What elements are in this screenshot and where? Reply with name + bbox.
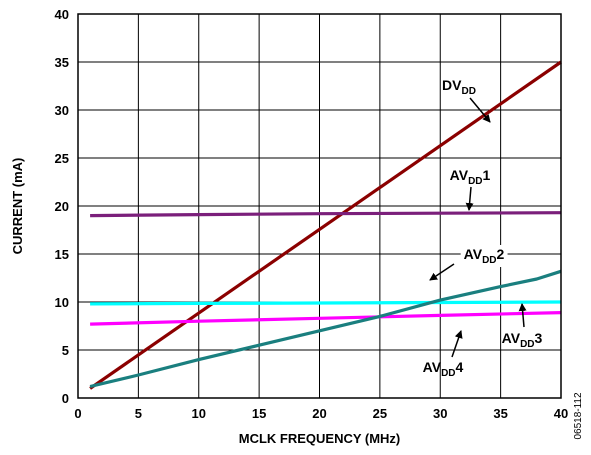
label-background <box>460 245 508 267</box>
series-label-text: DVDD <box>442 77 476 97</box>
series-lines <box>89 60 562 390</box>
callout-arrow <box>469 97 491 123</box>
x-tick-label: 15 <box>252 406 266 421</box>
y-tick-label: 30 <box>55 103 69 118</box>
y-tick-label: 40 <box>55 7 69 22</box>
x-tick-label: 40 <box>554 406 568 421</box>
grid <box>77 13 562 399</box>
y-tick-label: 35 <box>55 55 69 70</box>
x-tick-label: 0 <box>74 406 81 421</box>
series-line-avdd2 <box>90 300 562 306</box>
x-tick-label: 30 <box>433 406 447 421</box>
series-label-avdd1: AVDD1 <box>450 167 491 211</box>
y-tick-label: 20 <box>55 199 69 214</box>
y-axis-title: CURRENT (mA) <box>10 158 25 255</box>
y-tick-label: 5 <box>62 343 69 358</box>
series-label-avdd4: AVDD4 <box>423 330 464 379</box>
callout-arrow <box>451 330 463 358</box>
x-tick-label: 20 <box>312 406 326 421</box>
figure-id: 06518-112 <box>573 392 584 440</box>
series-label-text: AVDD2 <box>464 246 505 266</box>
y-axis-ticks: 0 5 10 15 20 25 30 35 40 <box>55 7 69 406</box>
series-label-avdd3: AVDD3 <box>502 303 543 350</box>
series-label-text: AVDD4 <box>423 359 464 379</box>
x-tick-label: 35 <box>493 406 507 421</box>
callout-arrow <box>429 263 455 281</box>
y-tick-label: 25 <box>55 151 69 166</box>
x-axis-title: MCLK FREQUENCY (MHz) <box>239 431 401 446</box>
plot-frame <box>77 13 562 399</box>
x-tick-label: 5 <box>135 406 142 421</box>
callout-arrow <box>465 186 474 211</box>
series-line-avdd4 <box>89 269 562 389</box>
x-tick-label: 10 <box>192 406 206 421</box>
series-label-avdd2: AVDD2 <box>429 245 508 281</box>
x-axis-ticks: 0 5 10 15 20 25 30 35 40 <box>74 406 568 421</box>
callouts: DVDD AVDD1 AVDD2 AVDD3 AVDD4 <box>423 77 543 379</box>
series-line-avdd1 <box>90 211 562 218</box>
y-tick-label: 15 <box>55 247 69 262</box>
y-tick-label: 0 <box>62 391 69 406</box>
series-label-text: AVDD3 <box>502 330 543 350</box>
y-tick-label: 10 <box>55 295 69 310</box>
series-line-dvdd <box>89 60 562 390</box>
x-tick-label: 25 <box>373 406 387 421</box>
series-line-avdd3 <box>90 311 562 326</box>
series-label-text: AVDD1 <box>450 167 491 187</box>
callout-arrow <box>518 303 527 328</box>
series-label-dvdd: DVDD <box>442 77 491 123</box>
